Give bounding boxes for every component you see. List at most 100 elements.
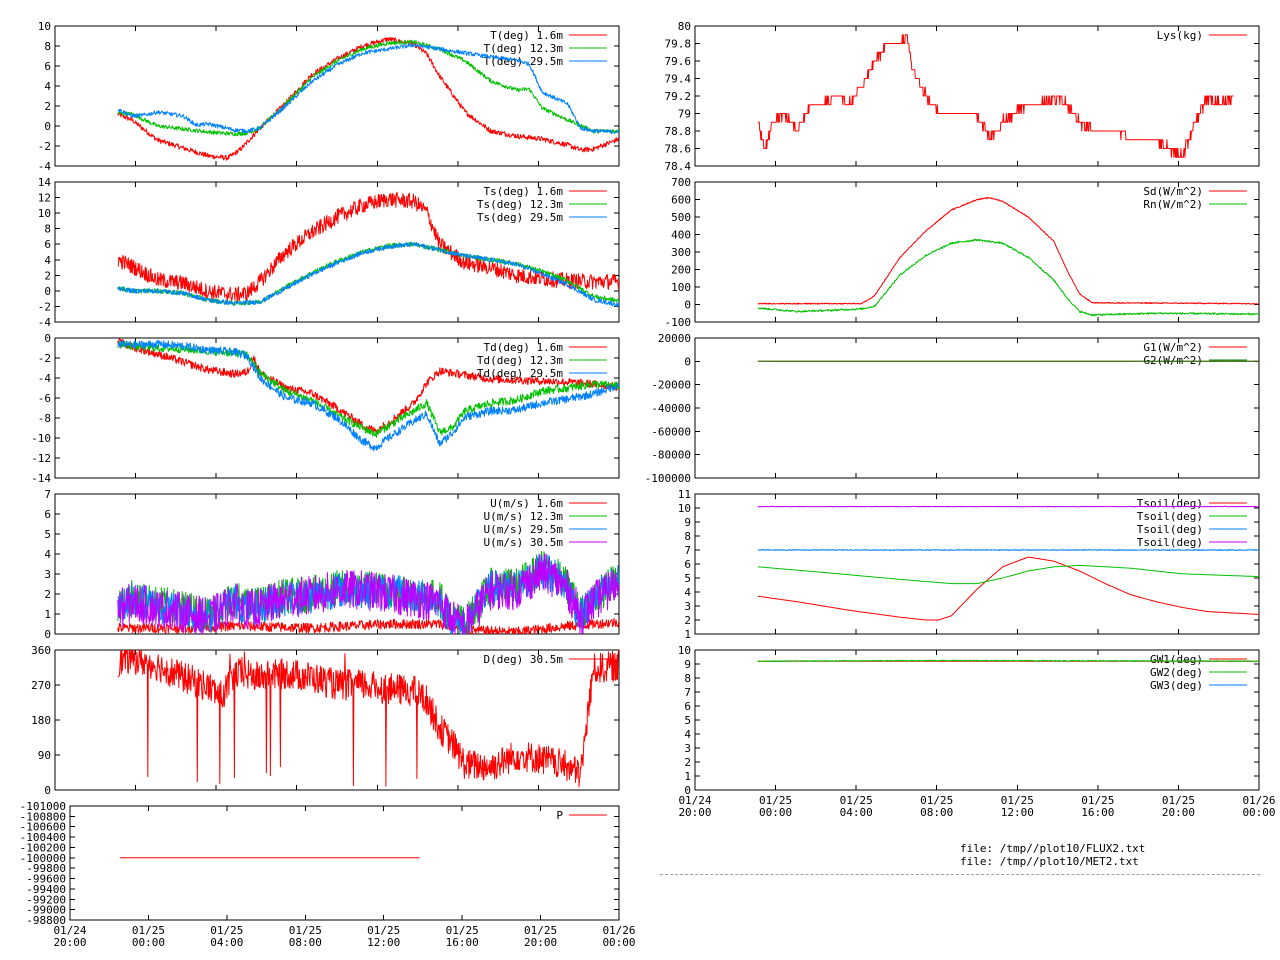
- legend-label: U(m/s) 1.6m: [490, 497, 563, 510]
- legend-label: Ts(deg) 12.3m: [477, 198, 563, 211]
- y-tick-label: 9: [684, 516, 691, 529]
- y-tick-label: 2: [44, 588, 51, 601]
- x-tick-label-time: 08:00: [289, 936, 322, 949]
- y-tick-label: 3: [44, 568, 51, 581]
- y-tick-label: 0: [44, 332, 51, 345]
- y-tick-label: 14: [38, 176, 52, 189]
- plot-frame: [54, 337, 620, 479]
- y-tick-label: -100400: [20, 831, 66, 844]
- legend-label: T(deg) 1.6m: [490, 29, 563, 42]
- y-tick-label: 300: [671, 246, 691, 259]
- x-tick-label-date: 01/25: [1162, 794, 1195, 807]
- y-tick-label: 10: [678, 502, 691, 515]
- series-line: [757, 197, 1259, 305]
- chart-d: 0 90 180 270 360 D(deg) 30.5m: [31, 644, 620, 797]
- y-tick-label: 1: [684, 770, 691, 783]
- y-tick-label: -8: [38, 412, 51, 425]
- file-line-flux: file: /tmp//plot10/FLUX2.txt: [960, 842, 1146, 855]
- y-tick-label: 4: [684, 728, 691, 741]
- legend-label: GW2(deg): [1150, 666, 1203, 679]
- x-tick-label-time: 00:00: [602, 936, 635, 949]
- y-tick-label: 79: [678, 108, 691, 121]
- series-line: [757, 564, 1259, 585]
- plot-frame: [54, 493, 620, 635]
- y-tick-label: 270: [31, 679, 51, 692]
- y-tick-label: -12: [31, 452, 51, 465]
- y-tick-label: -100000: [645, 472, 691, 485]
- series-line: [117, 241, 619, 306]
- x-tick-label-time: 12:00: [1001, 806, 1034, 819]
- y-tick-label: 4: [44, 254, 51, 267]
- legend-label: U(m/s) 30.5m: [484, 536, 564, 549]
- y-tick-label: -99800: [26, 862, 66, 875]
- y-tick-label: 3: [684, 742, 691, 755]
- series-line: [757, 659, 1259, 663]
- x-tick-label-time: 20:00: [53, 936, 86, 949]
- y-tick-label: 79.6: [665, 55, 692, 68]
- y-tick-label: -4: [38, 160, 52, 173]
- y-tick-label: 11: [678, 488, 691, 501]
- y-tick-label: 0: [44, 784, 51, 797]
- y-tick-label: -80000: [651, 449, 691, 462]
- y-tick-label: -99600: [26, 873, 66, 886]
- legend-label: Sd(W/m^2): [1143, 185, 1203, 198]
- y-tick-label: 8: [684, 530, 691, 543]
- chart-lys: 78.4 78.6 78.8 79 79.2 79.4 79.6 79.8 80 Lys(kg): [665, 20, 1260, 173]
- y-tick-label: 8: [44, 40, 51, 53]
- x-tick-label-time: 20:00: [524, 936, 557, 949]
- x-tick-label-time: 16:00: [446, 936, 479, 949]
- y-tick-label: 600: [671, 194, 691, 207]
- x-tick-label-time: 00:00: [132, 936, 165, 949]
- x-tick-label-date: 01/25: [759, 794, 792, 807]
- plot-frame: [69, 805, 620, 921]
- y-tick-label: 90: [38, 749, 51, 762]
- x-tick-label-date: 01/25: [840, 794, 873, 807]
- chart-p: -101000-100800-100600-100400-100200-1000…: [20, 800, 636, 949]
- y-tick-label: 1: [44, 608, 51, 621]
- y-tick-label: -99200: [26, 893, 66, 906]
- legend-label: GW1(deg): [1150, 653, 1203, 666]
- y-tick-label: -4: [38, 316, 52, 329]
- y-tick-label: 3: [684, 600, 691, 613]
- y-tick-label: -99400: [26, 883, 66, 896]
- y-tick-label: -100200: [20, 841, 66, 854]
- y-tick-label: 700: [671, 176, 691, 189]
- x-tick-label-date: 01/25: [132, 924, 165, 937]
- y-tick-label: 0: [44, 285, 51, 298]
- y-tick-label: 4: [44, 548, 51, 561]
- x-tick-label-date: 01/24: [678, 794, 711, 807]
- y-tick-label: 360: [31, 644, 51, 657]
- series-line: [117, 553, 619, 634]
- y-tick-label: -99000: [26, 904, 66, 917]
- y-tick-label: 180: [31, 714, 51, 727]
- y-tick-label: 78.6: [665, 143, 692, 156]
- x-tick-label-date: 01/25: [210, 924, 243, 937]
- x-tick-label-date: 01/26: [602, 924, 635, 937]
- y-tick-label: 5: [684, 714, 691, 727]
- y-tick-label: 78.8: [665, 125, 692, 138]
- plot-frame: [54, 25, 620, 167]
- x-tick-label-time: 20:00: [1162, 806, 1195, 819]
- y-tick-label: 12: [38, 192, 51, 205]
- x-tick-label-time: 04:00: [210, 936, 243, 949]
- series-line: [117, 241, 619, 308]
- legend-label: GW3(deg): [1150, 679, 1203, 692]
- y-tick-label: 0: [684, 299, 691, 312]
- series-line: [757, 549, 1259, 551]
- y-tick-label: -14: [31, 472, 51, 485]
- y-tick-label: 80: [678, 20, 691, 33]
- y-tick-label: 79.4: [665, 73, 692, 86]
- y-tick-label: 100: [671, 281, 691, 294]
- legend-label: G2(W/m^2): [1143, 354, 1203, 367]
- series-line: [757, 556, 1259, 621]
- y-tick-label: 6: [44, 238, 51, 251]
- x-tick-label-time: 08:00: [920, 806, 953, 819]
- y-tick-label: 8: [44, 223, 51, 236]
- y-tick-label: 5: [684, 572, 691, 585]
- legend-label: Td(deg) 29.5m: [477, 367, 563, 380]
- y-tick-label: 20000: [658, 332, 691, 345]
- series-line: [757, 505, 1259, 508]
- y-tick-label: -100800: [20, 810, 66, 823]
